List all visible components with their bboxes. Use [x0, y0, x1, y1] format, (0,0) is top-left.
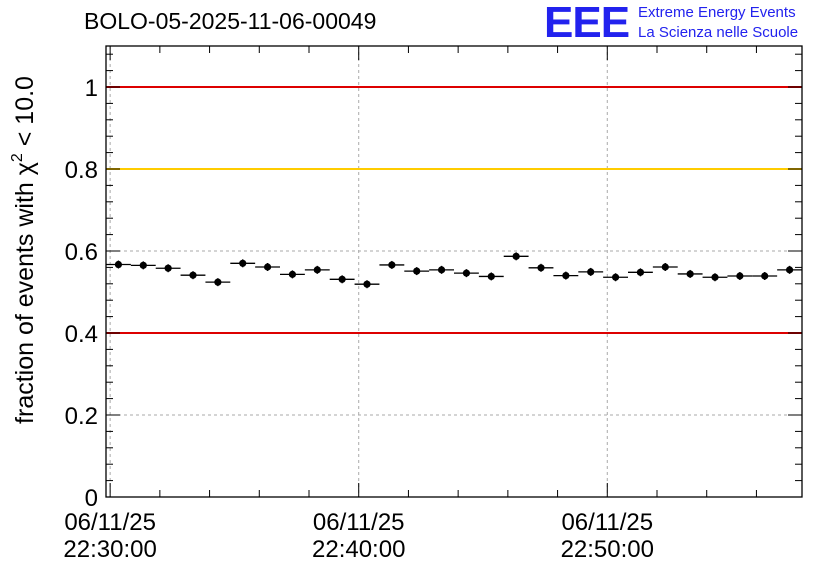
x-tick-date-label: 06/11/25 [313, 509, 405, 536]
data-point [512, 252, 520, 260]
data-point [785, 266, 794, 274]
y-tick-label: 0 [85, 485, 98, 512]
y-axis-label-prefix: fraction of events with [11, 175, 39, 424]
logo-text-line1: Extreme Energy Events [638, 4, 796, 21]
data-point [562, 272, 570, 280]
data-point [437, 266, 446, 274]
x-tick-time-label: 22:50:00 [561, 536, 654, 563]
data-point [611, 273, 620, 281]
data-points [106, 252, 802, 289]
data-point [164, 264, 172, 272]
data-point [189, 271, 197, 279]
plot-frame [105, 45, 803, 498]
data-point [711, 273, 719, 281]
data-point [214, 278, 222, 286]
data-point [313, 266, 321, 274]
y-axis-label-chi: χ [11, 162, 39, 175]
grid-layer [106, 46, 802, 497]
data-point [661, 263, 669, 271]
x-tick-time-label: 22:30:00 [63, 536, 156, 563]
data-point [537, 264, 545, 272]
data-point [487, 272, 495, 281]
reference-lines [106, 86, 802, 334]
data-point [114, 260, 123, 269]
x-tick-date-label: 06/11/25 [64, 509, 156, 536]
data-point [587, 268, 595, 276]
x-tick-time-label: 22:40:00 [312, 536, 405, 563]
y-tick-label: 0.8 [65, 157, 98, 184]
y-tick-label: 0.6 [65, 239, 98, 266]
data-point [388, 261, 396, 269]
axis-ticks [106, 46, 802, 498]
chart-title: BOLO-05-2025-11-06-00049 [84, 8, 377, 34]
data-point [263, 263, 272, 271]
axis-tick-labels: 00.20.40.60.8106/11/2522:30:0006/11/2522… [63, 75, 654, 563]
x-tick-date-label: 06/11/25 [561, 509, 653, 536]
eee-logo: EEE [544, 0, 630, 47]
data-point [761, 272, 769, 280]
y-axis-label-sup: 2 [9, 153, 26, 162]
data-point [413, 267, 421, 275]
logo-text-line2: La Scienza nelle Scuole [638, 24, 799, 41]
data-point [288, 270, 297, 278]
data-point [686, 270, 694, 278]
data-point [636, 268, 645, 276]
y-tick-label: 0.2 [65, 403, 98, 430]
data-point [338, 275, 346, 283]
data-point [239, 259, 247, 267]
data-point [736, 272, 744, 280]
y-axis-label-suffix: < 10.0 [11, 76, 39, 153]
data-point [462, 269, 471, 277]
y-tick-label: 0.4 [65, 321, 98, 348]
data-point [363, 280, 371, 288]
y-axis-label: fraction of events with χ2 < 10.0 [9, 76, 39, 424]
data-point [139, 261, 147, 269]
y-tick-label: 1 [85, 75, 98, 102]
